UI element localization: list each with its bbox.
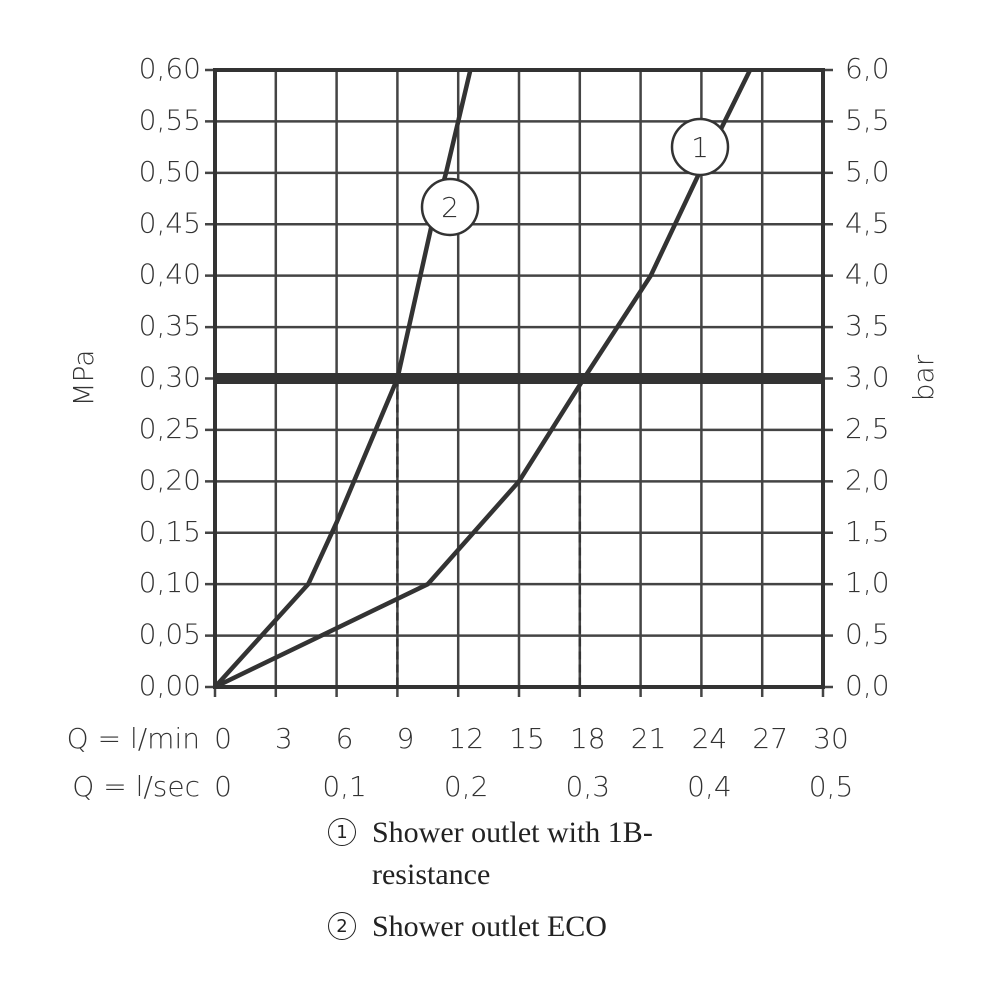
legend-item: 1 Shower outlet with 1B-resistance [328, 812, 712, 896]
y2-tick-label: 3,0 [845, 361, 890, 394]
x-tick-label: 30 [813, 722, 849, 755]
legend: 1 Shower outlet with 1B-resistance 2 Shower… [328, 812, 712, 958]
x-tick-label: 18 [570, 722, 606, 755]
y-tick-label: 0,55 [139, 103, 201, 136]
curve-label-circle [420, 177, 480, 237]
legend-text: Shower outlet with 1B-resistance [372, 816, 653, 891]
y2-tick-label: 0,0 [845, 669, 890, 702]
x-tick-label: 12 [448, 722, 484, 755]
y-tick-label: 0,60 [139, 52, 201, 85]
line-series [213, 69, 473, 689]
x-axis-label: Q = l/min [67, 722, 200, 755]
y-tick-label: 0,35 [139, 309, 201, 342]
x2-axis-label: Q = l/sec [72, 770, 200, 803]
curve-label: 2 [441, 191, 459, 224]
y-tick-label: 0,40 [139, 258, 201, 291]
y2-tick-label: 5,0 [845, 155, 890, 188]
x-tick-label: 0 [214, 722, 232, 755]
y2-tick-label: 4,0 [845, 258, 890, 291]
y-tick-label: 0,50 [139, 155, 201, 188]
x-tick-label: 27 [752, 722, 788, 755]
y-tick-label: 0,45 [139, 206, 201, 239]
x-tick-label: 6 [336, 722, 354, 755]
y-tick-label: 0,15 [139, 515, 201, 548]
y2-tick-label: 5,5 [845, 103, 890, 136]
y2-tick-label: 1,0 [845, 566, 890, 599]
x2-tick-label: 0,1 [322, 770, 367, 803]
x2-tick-label: 0,3 [566, 770, 611, 803]
y-tick-label: 0,05 [139, 618, 201, 651]
legend-text: Shower outlet ECO [372, 910, 607, 943]
y2-axis-label: bar [907, 354, 940, 401]
y-axis-label: MPa [67, 350, 100, 407]
y-tick-label: 0,00 [139, 669, 201, 702]
y2-tick-label: 0,5 [845, 618, 890, 651]
y-tick-label: 0,20 [139, 463, 201, 496]
x2-tick-label: 0,5 [809, 770, 854, 803]
x-tick-label: 21 [631, 722, 667, 755]
y2-tick-label: 6,0 [845, 52, 890, 85]
legend-symbol: 1 [328, 818, 356, 846]
y2-tick-label: 4,5 [845, 206, 890, 239]
legend-item: 2 Shower outlet ECO [328, 906, 712, 948]
x2-tick-label: 0 [214, 770, 232, 803]
x2-tick-label: 0,2 [444, 770, 489, 803]
chart: MPa bar Q = l/min Q = l/sec 0,000,050,10… [67, 52, 940, 803]
x-tick-label: 3 [275, 722, 293, 755]
y2-tick-label: 3,5 [845, 309, 890, 342]
legend-symbol: 2 [328, 912, 356, 940]
curve-label: 1 [691, 131, 709, 164]
x-tick-label: 15 [509, 722, 545, 755]
x2-tick-label: 0,4 [687, 770, 732, 803]
y2-tick-label: 2,5 [845, 412, 890, 445]
y2-tick-label: 2,0 [845, 463, 890, 496]
x-tick-label: 24 [692, 722, 728, 755]
y-tick-label: 0,10 [139, 566, 201, 599]
y2-tick-label: 1,5 [845, 515, 890, 548]
curve-label-circle [670, 117, 730, 177]
y-tick-label: 0,30 [139, 361, 201, 394]
x-tick-label: 9 [396, 722, 414, 755]
y-tick-label: 0,25 [139, 412, 201, 445]
